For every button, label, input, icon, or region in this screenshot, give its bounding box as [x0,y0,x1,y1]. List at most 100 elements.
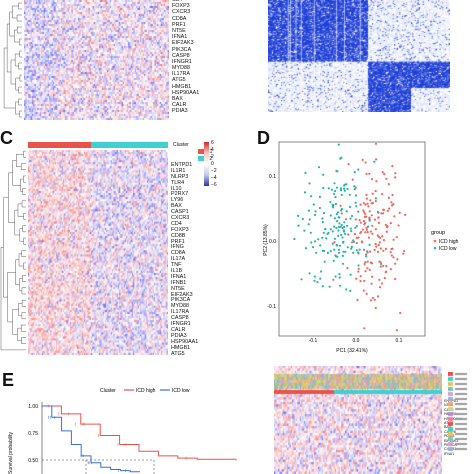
pca-point [337,248,341,251]
pca-point [378,278,381,281]
pca-point [381,235,384,238]
pca-point [331,230,334,233]
pca-point [387,196,390,199]
pca-point [394,277,397,281]
pca-point [331,205,335,208]
pca-point [313,213,317,216]
pca-point [355,277,358,280]
pca-point [379,247,382,250]
gene-label: CXCR3 [172,9,191,16]
pca-point [371,296,374,300]
pca-point [344,232,347,235]
pca-ytick-2: 0.0 [269,239,276,245]
pca-point [330,188,333,191]
pca-point [321,217,324,220]
pca-point [374,243,377,246]
pca-ytick-1: 0.1 [269,174,276,180]
pca-point [364,231,367,234]
pca-point [379,261,382,264]
pca-point [350,214,354,218]
pca-point [328,285,331,288]
pca-point [365,255,368,258]
gene-label: ATG5 [172,77,186,84]
pca-point [346,246,349,249]
gene-label: IL17A [171,256,186,263]
cluster-legend-title: Cluster [173,142,189,148]
pca-point [363,279,366,282]
pca-point [337,229,340,232]
gene-label: PRF1 [171,238,185,245]
pca-point [321,285,324,288]
pca-point [368,268,371,271]
gene-label: CD8B [171,232,186,239]
pca-point [321,236,324,239]
cluster-legend-c2-label: C2 [206,156,213,162]
pca-point [362,220,365,223]
pca-point [324,227,327,231]
pca-point [368,243,371,246]
pca-point [344,250,347,253]
pca-point [317,166,321,169]
pca-point [390,201,393,204]
pca-point [361,228,364,231]
pca-point [348,205,352,209]
pca-point [382,264,385,267]
pca-point [381,171,384,174]
pca-point [346,187,349,191]
pca-point [339,204,342,207]
cluster-legend-c2-swatch [198,156,204,161]
pca-point [356,298,359,302]
pca-point [310,241,313,244]
gene-label: CD4 [172,0,183,3]
pca-point [374,197,377,200]
gene-label: MYD88 [172,65,190,72]
gene-label: FOXP3 [172,3,190,10]
pca-point [355,241,358,245]
gene-label: ATG5 [171,350,185,357]
gene-label: HSP90AA1 [172,89,200,96]
gene-label: CASP8 [172,52,190,59]
pca-point [365,172,368,175]
survival-legend-title: Cluster [100,388,116,394]
pca-point [338,273,341,276]
pca-point [334,202,337,206]
pca-point [316,281,319,284]
pca-point [322,231,325,234]
survival-ytick-2: 0.75 [28,431,38,437]
gene-label: PIK3CA [172,46,192,53]
pca-point [307,209,310,212]
pca-point [404,213,407,216]
pca-point [301,217,304,221]
survival-curve-low [42,405,140,473]
pca-point [293,237,296,241]
pca-point [402,252,405,255]
gene-label: TNF [171,262,182,269]
pca-x-axis-label: PC1 (32.41%) [336,348,368,354]
pca-point [343,225,346,228]
pca-point [309,231,312,234]
pca-point [314,240,317,243]
panel-a-gene-labels: CD4 FOXP3 CXCR3 CD8A PRF1 NT5E IFNA1 EIF2AK3 PIK… [172,0,199,116]
pca-point [297,224,300,227]
pca-point [373,218,376,221]
pca-point [374,200,377,203]
pca-point [339,225,342,228]
pca-point [308,272,311,275]
pca-point [350,245,353,248]
pca-point [323,249,326,253]
color-scale-tick: 6 [211,140,214,146]
pca-point [369,299,373,302]
pca-point [318,195,321,198]
pca-point [381,282,384,285]
gene-label: IFNA1 [444,451,455,456]
pca-point [315,251,318,254]
pca-point [341,254,344,257]
pca-point [339,284,342,287]
pca-point [371,224,374,227]
pca-point [350,241,354,244]
pca-point [359,203,362,206]
pca-point [333,182,336,185]
pca-point [390,248,393,251]
gene-label: IL17RA [172,71,190,78]
survival-curve-high [42,405,237,461]
